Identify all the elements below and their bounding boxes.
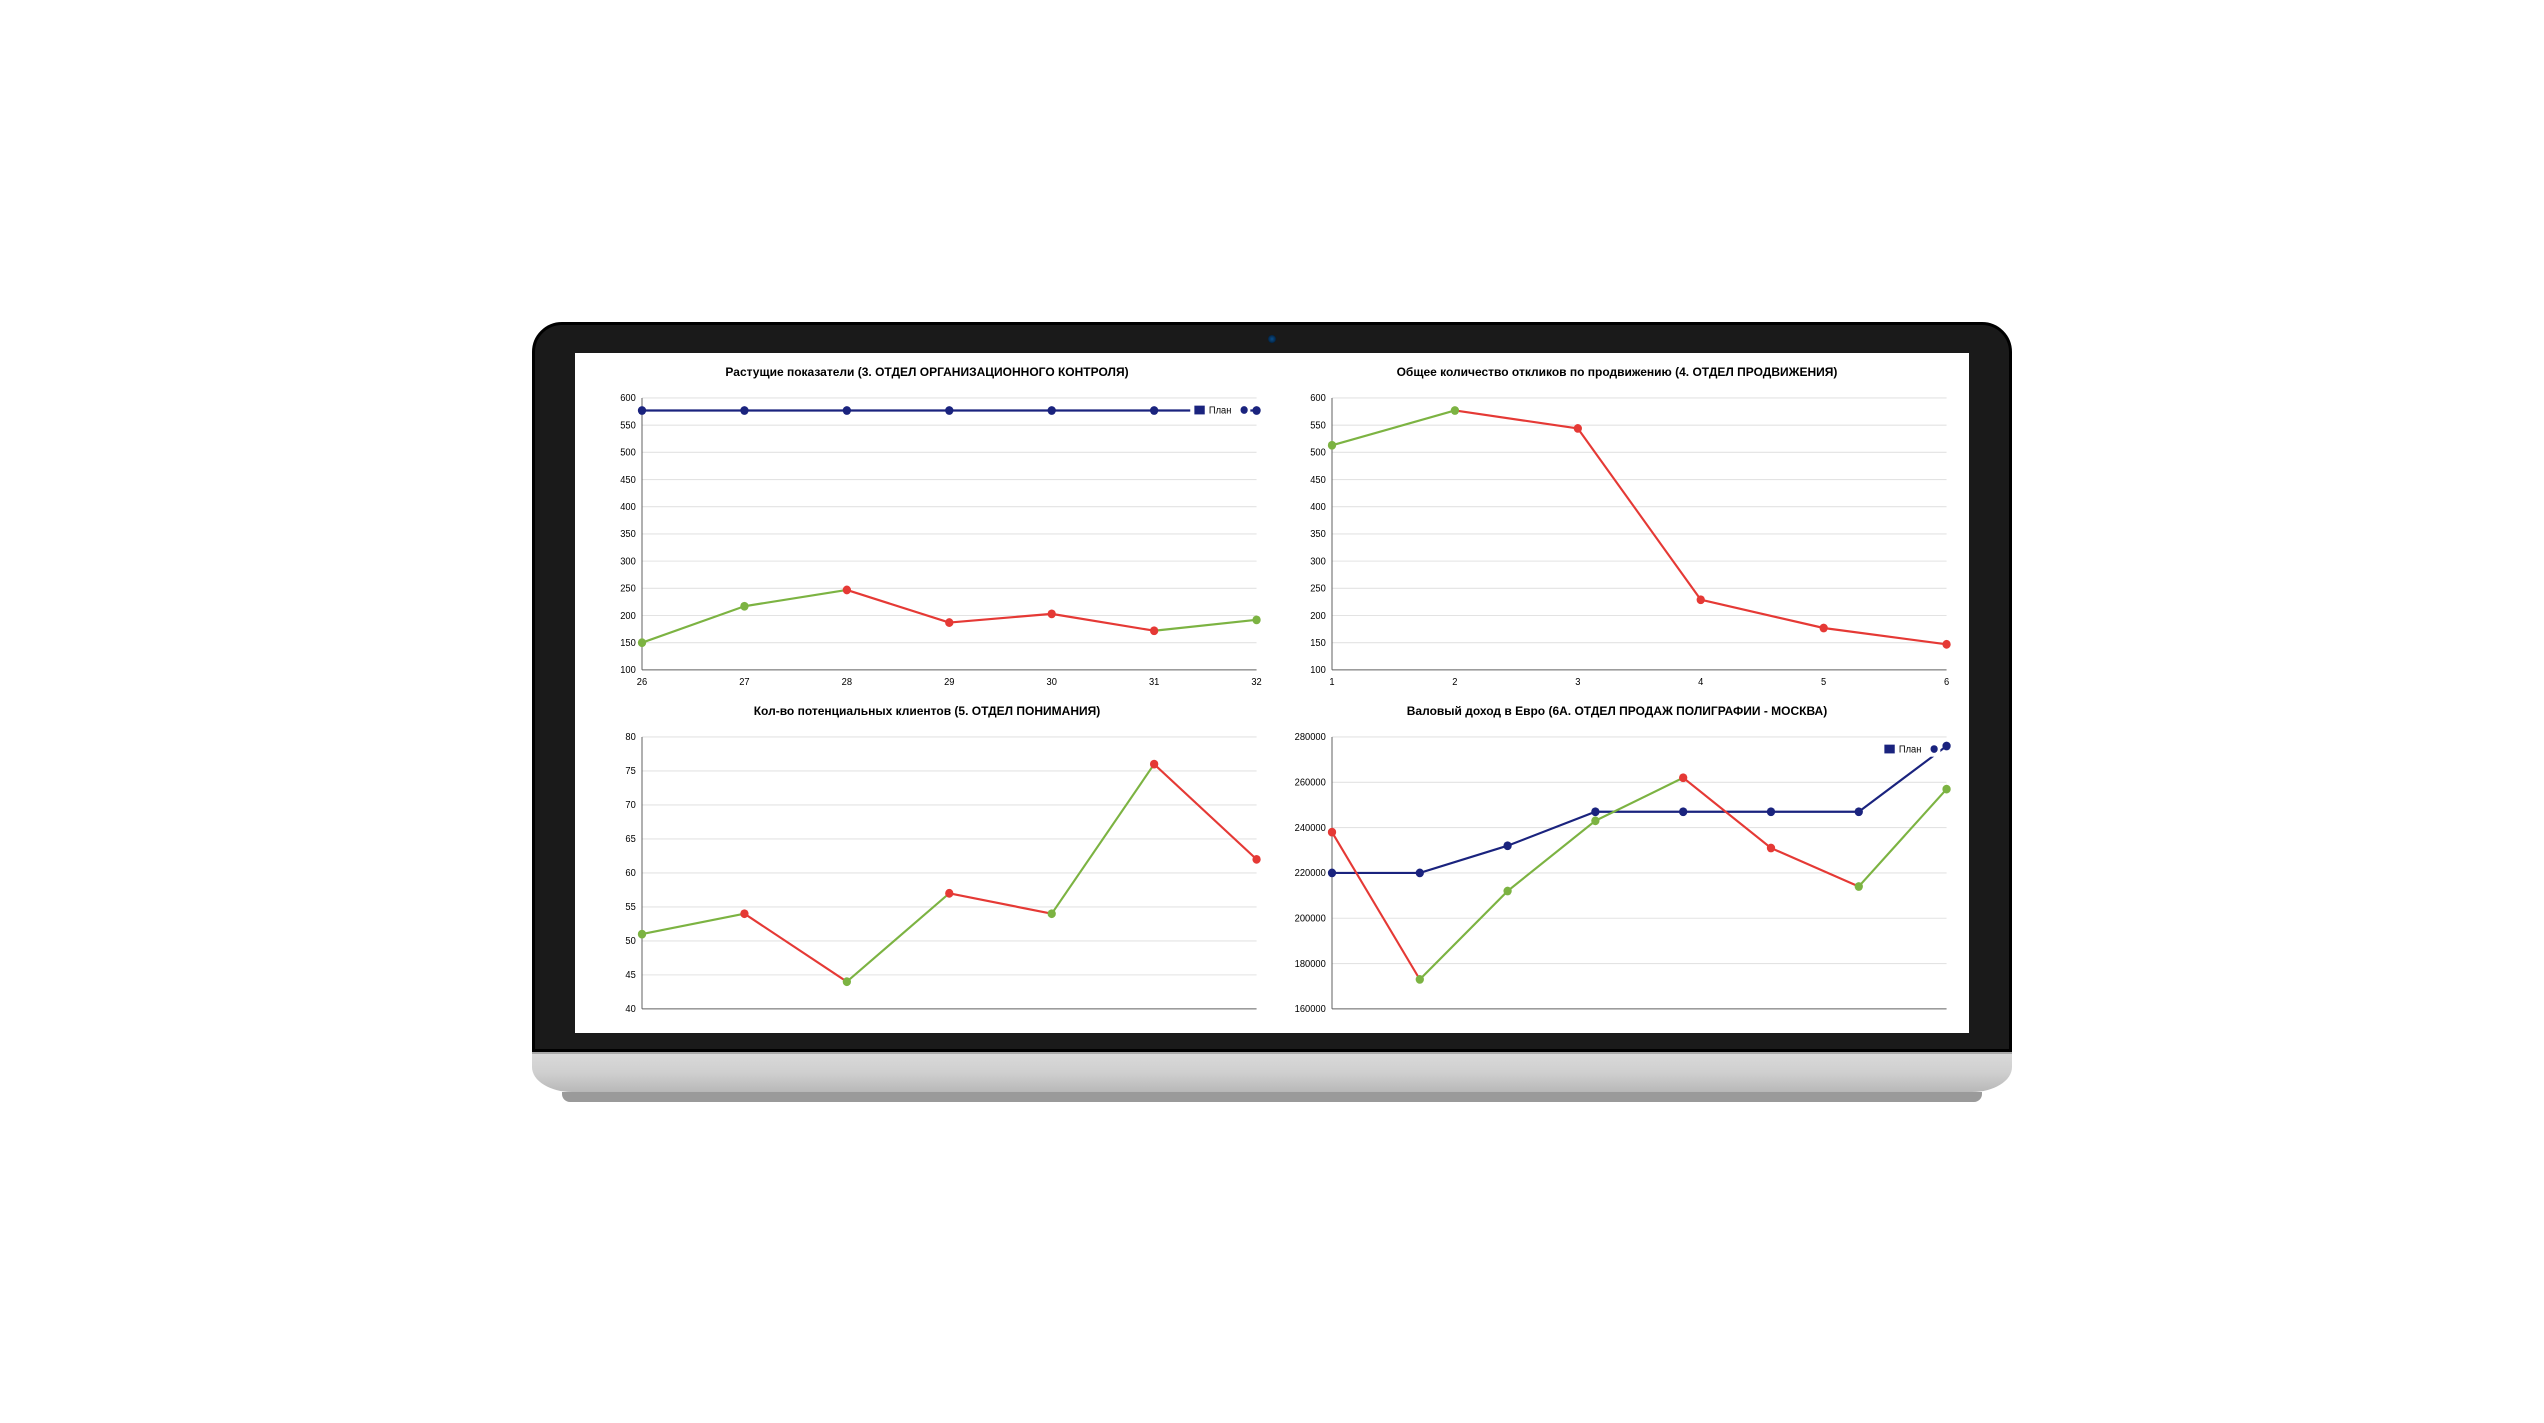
svg-text:160000: 160000 [1295,1003,1326,1014]
svg-text:550: 550 [620,420,636,431]
svg-text:400: 400 [1310,501,1326,512]
svg-text:План: План [1899,744,1921,755]
svg-text:32: 32 [1251,677,1261,688]
svg-text:450: 450 [1310,474,1326,485]
chart-canvas: 100 150 200 250 300 350 400 450 500 550 600 1 2 3 4 5 6 [1275,387,1959,694]
svg-text:60: 60 [625,867,635,878]
laptop-mockup: Растущие показатели (3. ОТДЕЛ ОРГАНИЗАЦИ… [532,322,2012,1102]
svg-text:100: 100 [1310,664,1326,675]
chart-title: Валовый доход в Евро (6А. ОТДЕЛ ПРОДАЖ П… [1407,704,1827,718]
laptop-foot [562,1092,1983,1102]
svg-text:300: 300 [1310,556,1326,567]
svg-text:28: 28 [842,677,852,688]
svg-text:29: 29 [944,677,954,688]
svg-text:150: 150 [620,637,636,648]
svg-text:500: 500 [1310,447,1326,458]
svg-text:1: 1 [1329,677,1334,688]
svg-text:280000: 280000 [1295,732,1326,743]
svg-text:400: 400 [620,501,636,512]
svg-text:200: 200 [620,610,636,621]
svg-text:600: 600 [1310,393,1326,404]
chart-canvas: 100 150 200 250 300 350 400 450 500 550 600 26 27 28 2… [585,387,1269,694]
svg-text:31: 31 [1149,677,1159,688]
svg-text:30: 30 [1047,677,1057,688]
svg-text:6: 6 [1944,677,1949,688]
chart-panel-income: Валовый доход в Евро (6А. ОТДЕЛ ПРОДАЖ П… [1275,700,1959,1033]
chart-panel-growth: Растущие показатели (3. ОТДЕЛ ОРГАНИЗАЦИ… [585,361,1269,694]
svg-text:500: 500 [620,447,636,458]
svg-text:5: 5 [1821,677,1826,688]
camera-icon [1268,335,1276,343]
dashboard-screen: Растущие показатели (3. ОТДЕЛ ОРГАНИЗАЦИ… [575,353,1969,1033]
svg-text:65: 65 [625,833,635,844]
svg-text:200: 200 [1310,610,1326,621]
svg-text:50: 50 [625,935,635,946]
svg-text:350: 350 [620,528,636,539]
chart-panel-responses: Общее количество откликов по продвижению… [1275,361,1959,694]
svg-text:550: 550 [1310,420,1326,431]
svg-text:250: 250 [1310,583,1326,594]
svg-text:100: 100 [620,664,636,675]
chart-panel-clients: Кол-во потенциальных клиентов (5. ОТДЕЛ … [585,700,1269,1033]
svg-text:220000: 220000 [1295,867,1326,878]
chart-canvas: 40 45 50 55 60 65 70 75 80 [585,726,1269,1033]
svg-text:80: 80 [625,732,635,743]
chart-canvas: 160000 180000 200000 220000 240000 260000 2800… [1275,726,1959,1033]
svg-text:250: 250 [620,583,636,594]
svg-text:План: План [1209,405,1231,416]
svg-text:27: 27 [739,677,749,688]
charts-grid: Растущие показатели (3. ОТДЕЛ ОРГАНИЗАЦИ… [575,353,1969,1033]
svg-text:26: 26 [637,677,647,688]
chart-title: Кол-во потенциальных клиентов (5. ОТДЕЛ … [754,704,1101,718]
svg-text:300: 300 [620,556,636,567]
chart-title: Общее количество откликов по продвижению… [1397,365,1838,379]
svg-text:3: 3 [1575,677,1580,688]
svg-text:450: 450 [620,474,636,485]
chart-title: Растущие показатели (3. ОТДЕЛ ОРГАНИЗАЦИ… [725,365,1128,379]
svg-text:180000: 180000 [1295,958,1326,969]
svg-text:45: 45 [625,969,635,980]
svg-text:55: 55 [625,901,635,912]
laptop-base [532,1052,2012,1092]
svg-text:4: 4 [1698,677,1704,688]
svg-text:70: 70 [625,800,635,811]
laptop-bezel: Растущие показатели (3. ОТДЕЛ ОРГАНИЗАЦИ… [532,322,2012,1052]
svg-text:75: 75 [625,766,635,777]
svg-text:200000: 200000 [1295,913,1326,924]
svg-text:2: 2 [1452,677,1457,688]
svg-text:600: 600 [620,393,636,404]
svg-text:40: 40 [625,1003,635,1014]
svg-text:260000: 260000 [1295,777,1326,788]
svg-text:350: 350 [1310,528,1326,539]
svg-text:240000: 240000 [1295,822,1326,833]
svg-text:150: 150 [1310,637,1326,648]
